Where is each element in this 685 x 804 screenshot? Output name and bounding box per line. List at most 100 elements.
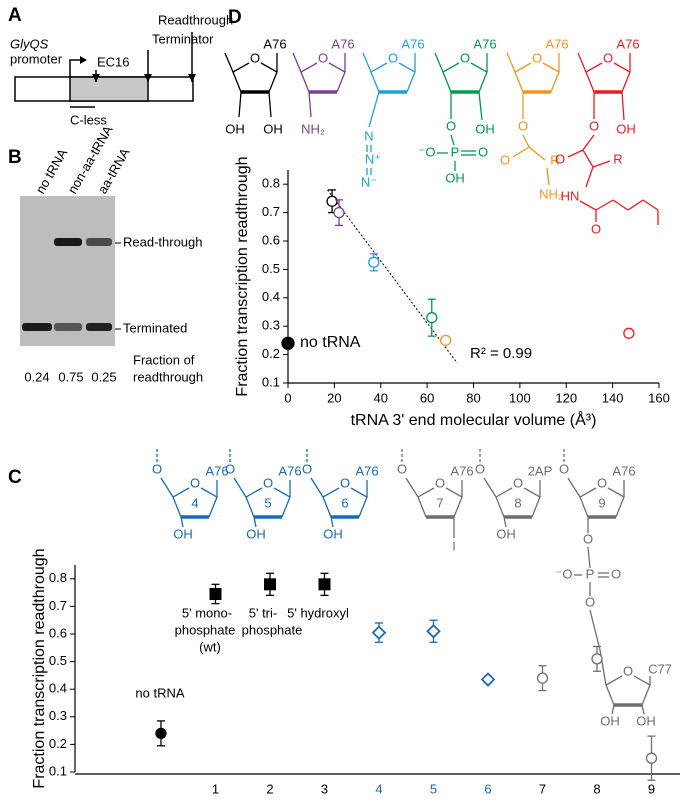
ring <box>232 62 278 93</box>
atom-label: A76 <box>612 463 635 478</box>
atom-label: C77 <box>648 661 672 676</box>
y-tick-label: 0.8 <box>262 176 280 191</box>
y-tick-label: 0.5 <box>262 261 280 276</box>
atom-label: O <box>318 50 328 65</box>
atom-label: P <box>586 566 595 581</box>
x-tick-label: 40 <box>374 390 388 405</box>
annotation: 5' mono- <box>182 605 232 620</box>
atom-label: A76 <box>450 463 473 478</box>
atom-label: 5 <box>264 495 271 510</box>
fraction-value: 0.75 <box>58 369 83 384</box>
bond <box>405 477 419 498</box>
bond <box>592 160 611 168</box>
atom-label: A76 <box>331 36 354 51</box>
bond <box>567 149 584 158</box>
atom-label: HN <box>561 188 580 203</box>
x-tick-label: 80 <box>466 390 480 405</box>
panel-label: B <box>8 147 22 168</box>
bond <box>579 200 597 211</box>
point <box>426 623 441 639</box>
bond <box>224 52 234 73</box>
atom-label: I <box>452 538 456 553</box>
x-tick-label: 7 <box>539 781 546 796</box>
bond <box>567 477 581 498</box>
bond <box>621 91 625 121</box>
y-axis-label: Fraction transcription readthrough <box>234 156 251 396</box>
atom-label: O <box>591 221 601 236</box>
point <box>591 653 603 665</box>
atom-label: OH <box>246 526 266 541</box>
atom-label: 6 <box>341 495 348 510</box>
x-tick-label: 6 <box>484 781 491 796</box>
annotation: phosphate <box>242 622 303 637</box>
atom-label: O <box>475 461 485 476</box>
ring <box>442 62 488 93</box>
atom-label: OH <box>263 121 283 136</box>
bond <box>238 91 242 118</box>
atom-label: O <box>388 50 398 65</box>
atom-label: ⁻O <box>419 144 436 159</box>
y-tick-label: 0.6 <box>262 232 280 247</box>
bond <box>582 134 595 151</box>
y-tick-label: 0.2 <box>49 736 67 751</box>
point <box>645 752 658 764</box>
atom-label: A76 <box>473 36 496 51</box>
bond <box>641 704 645 715</box>
y-tick-label: 0.7 <box>49 598 67 613</box>
fraction-value: 0.24 <box>24 369 49 384</box>
annotation: 5' tri- <box>249 605 277 620</box>
atom-label: A76 <box>616 36 639 51</box>
bond <box>503 516 507 528</box>
point <box>209 587 222 600</box>
x-tick-label: 100 <box>509 390 531 405</box>
atom-label: O <box>500 152 510 167</box>
atom-label: N⁻ <box>361 174 377 189</box>
atom-label: A76 <box>205 463 228 478</box>
ring <box>585 62 631 93</box>
x-axis-label: tRNA 3' end molecular volume (Å³) <box>351 410 597 429</box>
x-tick-label: 1 <box>212 781 219 796</box>
gel: no tRNA non-aa-tRNA aa-tRNA Read-through… <box>20 123 203 384</box>
bond <box>546 167 550 186</box>
atom-label: O <box>340 475 350 490</box>
atom-label: OH <box>496 526 516 541</box>
atom-label: O <box>435 475 445 490</box>
atom-label: O <box>152 461 162 476</box>
x-tick-label: 2 <box>266 781 273 796</box>
bond <box>589 609 601 651</box>
bond <box>483 477 497 498</box>
atom-label: OH <box>600 713 620 728</box>
terminator-label: Readthrough <box>158 12 233 27</box>
point <box>426 312 438 324</box>
bond <box>587 546 591 569</box>
bond <box>368 91 380 128</box>
gene-diagram: GlyQS promoter EC16 Readthrough Terminat… <box>10 12 233 127</box>
point <box>623 327 635 339</box>
bond <box>582 149 594 168</box>
panel-label: D <box>228 7 242 28</box>
bond <box>512 146 530 158</box>
atom-label: OH <box>616 121 636 136</box>
atom-label: NH₂ <box>301 121 325 136</box>
atom-label: A76 <box>401 36 424 51</box>
band <box>54 238 82 246</box>
atom-label: O <box>611 566 621 581</box>
annotation: R² = 0.99 <box>470 345 532 362</box>
atom-label: NH₂ <box>539 186 563 201</box>
atom-label: OH <box>323 526 343 541</box>
y-tick-label: 0.2 <box>262 346 280 361</box>
x-tick-label: 140 <box>602 390 624 405</box>
x-tick-label: 120 <box>555 390 577 405</box>
point <box>368 256 380 268</box>
ring <box>605 675 651 706</box>
atom-label: O <box>532 50 542 65</box>
atom-label: O <box>585 594 595 609</box>
atom-label: 8 <box>514 495 521 510</box>
atom-label: OH <box>173 526 193 541</box>
bond <box>627 199 644 211</box>
bond <box>233 477 247 498</box>
x-tick-label: 20 <box>327 390 341 405</box>
ring <box>370 62 416 93</box>
atom-label: A76 <box>355 463 378 478</box>
atom-label: N <box>364 128 373 143</box>
